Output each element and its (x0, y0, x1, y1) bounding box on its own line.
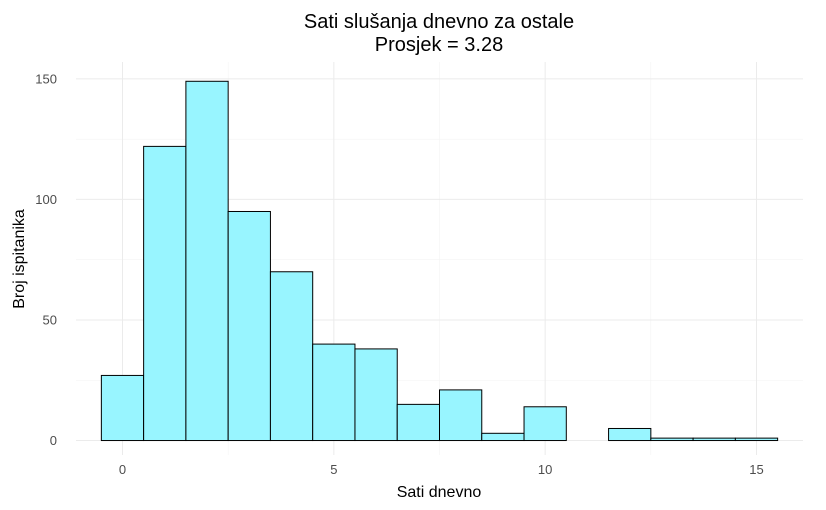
histogram-bar (312, 343, 356, 442)
y-axis-label: Broj ispitanika (11, 209, 28, 309)
x-tick-label: 0 (119, 462, 126, 477)
chart-title: Sati slušanja dnevno za ostale (304, 11, 574, 33)
chart-subtitle: Prosjek = 3.28 (375, 34, 503, 56)
histogram-bar (523, 406, 567, 442)
y-tick-label: 150 (35, 71, 57, 86)
histogram-bar (227, 210, 271, 442)
histogram-bar (100, 374, 145, 442)
x-axis-ticks: 0 5 10 15 (119, 462, 764, 477)
histogram-bar (650, 437, 694, 442)
histogram-bars (100, 80, 779, 442)
x-tick-label: 5 (330, 462, 337, 477)
histogram-bar (692, 437, 736, 442)
histogram-bar (143, 145, 187, 442)
y-tick-label: 100 (35, 192, 57, 207)
histogram-bar (269, 271, 314, 442)
x-tick-label: 15 (749, 462, 763, 477)
histogram-bar (439, 389, 483, 442)
y-tick-label: 50 (43, 312, 57, 327)
histogram-bar (734, 437, 779, 442)
x-axis-label: Sati dnevno (397, 484, 482, 501)
histogram-bar (481, 432, 525, 442)
histogram-bar (608, 427, 652, 442)
histogram-bar (396, 403, 440, 442)
histogram-bar (185, 80, 229, 442)
histogram-bar (354, 348, 398, 442)
y-axis-ticks: 0 50 100 150 (35, 71, 57, 448)
x-tick-label: 10 (538, 462, 552, 477)
y-tick-label: 0 (50, 433, 57, 448)
